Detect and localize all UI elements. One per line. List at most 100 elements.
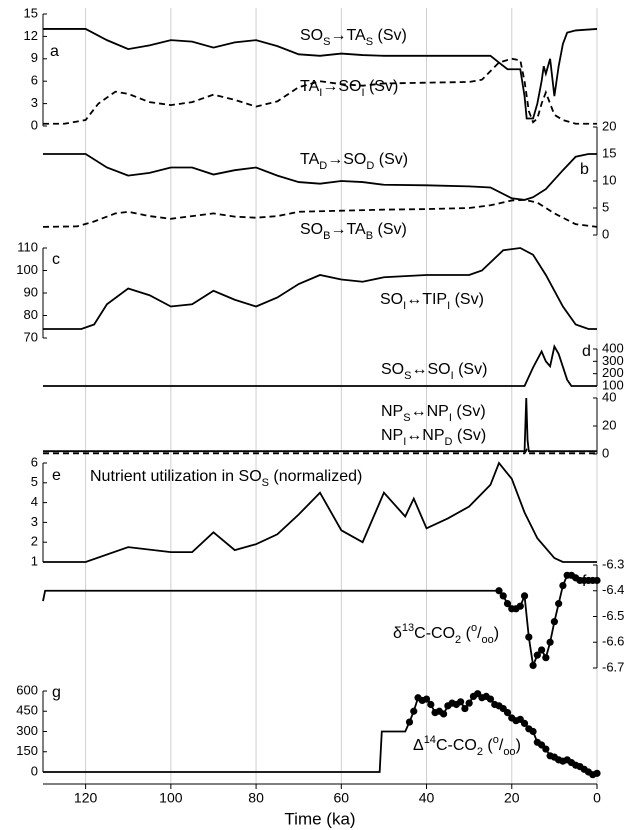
- panel-letter: c: [52, 251, 60, 268]
- series-label: SOS↔SOI (Sv): [381, 361, 487, 382]
- label-part: 2: [455, 634, 461, 646]
- marker: [503, 600, 512, 608]
- y-tick-label: 20: [602, 417, 616, 432]
- label-part: I: [319, 87, 322, 99]
- label-part: NP: [381, 427, 403, 444]
- label-part: I: [403, 436, 406, 448]
- label-part: I: [403, 300, 406, 312]
- series-label: SOI↔TIPI (Sv): [380, 291, 484, 312]
- label-part: C-CO: [414, 625, 455, 642]
- label-part: (normalized): [269, 468, 362, 485]
- marker: [503, 709, 512, 717]
- label-part: 14: [424, 734, 436, 746]
- y-tick-label: 70: [24, 329, 38, 344]
- label-part: o: [471, 622, 477, 634]
- panel-letter: e: [52, 467, 61, 484]
- label-part: →TA: [330, 221, 366, 238]
- y-tick-label: 2: [31, 534, 38, 549]
- label-part: SO: [380, 291, 403, 308]
- label-part: 2: [477, 746, 483, 758]
- marker: [457, 698, 465, 706]
- x-tick-label: 100: [159, 790, 183, 806]
- label-part: 13: [402, 622, 414, 634]
- marker: [559, 582, 567, 590]
- y-tick-label: 0: [31, 763, 38, 778]
- panel-letter: a: [50, 43, 59, 60]
- label-part: ): [516, 737, 521, 754]
- series-line: [43, 28, 598, 120]
- label-part: I: [449, 412, 452, 424]
- y-tick-label: 6: [31, 73, 38, 88]
- y-tick-label: 100: [602, 377, 624, 392]
- label-part: (Sv): [374, 151, 408, 168]
- panel-label: Nutrient utilization in SOS (normalized): [90, 468, 362, 489]
- marker: [538, 646, 546, 654]
- marker: [486, 695, 495, 703]
- y-tick-label: 5: [602, 199, 609, 214]
- y-tick-label: 450: [16, 703, 38, 718]
- panel-label: Δ14C-CO2 (o/oo): [413, 734, 521, 758]
- marker: [516, 602, 524, 610]
- label-part: TA: [300, 151, 320, 168]
- marker: [499, 592, 507, 600]
- y-tick-label: 110: [17, 239, 38, 254]
- label-part: (: [483, 737, 493, 754]
- marker: [555, 600, 563, 608]
- label-part: S: [403, 412, 410, 424]
- label-part: ↔SO: [411, 361, 450, 378]
- y-tick-label: 200: [602, 365, 624, 380]
- label-part: SO: [300, 27, 323, 44]
- label-part: ↔TIP: [406, 291, 447, 308]
- y-tick-label: 0: [602, 445, 609, 460]
- label-part: (Sv): [452, 427, 486, 444]
- panel-letter: b: [580, 161, 589, 178]
- y-tick-label: 4: [31, 494, 38, 509]
- label-part: I: [447, 300, 450, 312]
- series-line: [43, 344, 597, 387]
- y-tick-label: -6.5: [602, 608, 624, 623]
- y-tick-label: 20: [602, 118, 616, 133]
- label-part: (Sv): [365, 78, 399, 95]
- y-tick-label: 400: [602, 340, 624, 355]
- y-tick-label: 6: [31, 454, 38, 469]
- label-part: →SO: [322, 78, 361, 95]
- marker: [495, 587, 503, 595]
- label-part: ↔NP: [411, 403, 449, 420]
- y-tick-label: 10: [602, 172, 616, 187]
- label-part: D: [319, 160, 327, 172]
- series-label: SOB→TAB (Sv): [300, 221, 407, 242]
- series-line: [43, 461, 597, 563]
- series-line: [43, 397, 597, 453]
- label-part: S: [366, 36, 373, 48]
- y-tick-label: 9: [31, 50, 38, 65]
- marker: [529, 661, 537, 670]
- label-part: ): [494, 625, 499, 642]
- label-part: B: [323, 230, 330, 242]
- label-part: D: [445, 436, 453, 448]
- label-part: ↔NP: [406, 427, 444, 444]
- label-part: C-CO: [436, 737, 477, 754]
- x-tick-label: 40: [419, 790, 435, 806]
- series-label: NPI↔NPD (Sv): [381, 427, 486, 448]
- x-tick-label: 120: [74, 790, 98, 806]
- series-label: TAI→SOI (Sv): [300, 78, 398, 99]
- series-line: [43, 247, 597, 330]
- y-tick-label: 100: [16, 262, 38, 277]
- marker: [427, 700, 435, 709]
- label-part: D: [366, 160, 374, 172]
- marker: [410, 707, 418, 715]
- y-tick-label: 600: [16, 682, 38, 697]
- y-tick-label: -6.4: [602, 582, 624, 597]
- label-part: SO: [381, 361, 404, 378]
- marker: [542, 745, 550, 753]
- marker: [520, 592, 529, 600]
- label-part: /: [499, 737, 504, 754]
- label-part: /: [477, 625, 482, 642]
- marker: [546, 638, 554, 646]
- y-tick-label: 3: [31, 95, 38, 110]
- label-part: (Sv): [450, 291, 484, 308]
- x-tick-label: 80: [248, 790, 264, 806]
- label-part: NP: [381, 403, 403, 420]
- y-tick-label: -6.6: [602, 634, 624, 649]
